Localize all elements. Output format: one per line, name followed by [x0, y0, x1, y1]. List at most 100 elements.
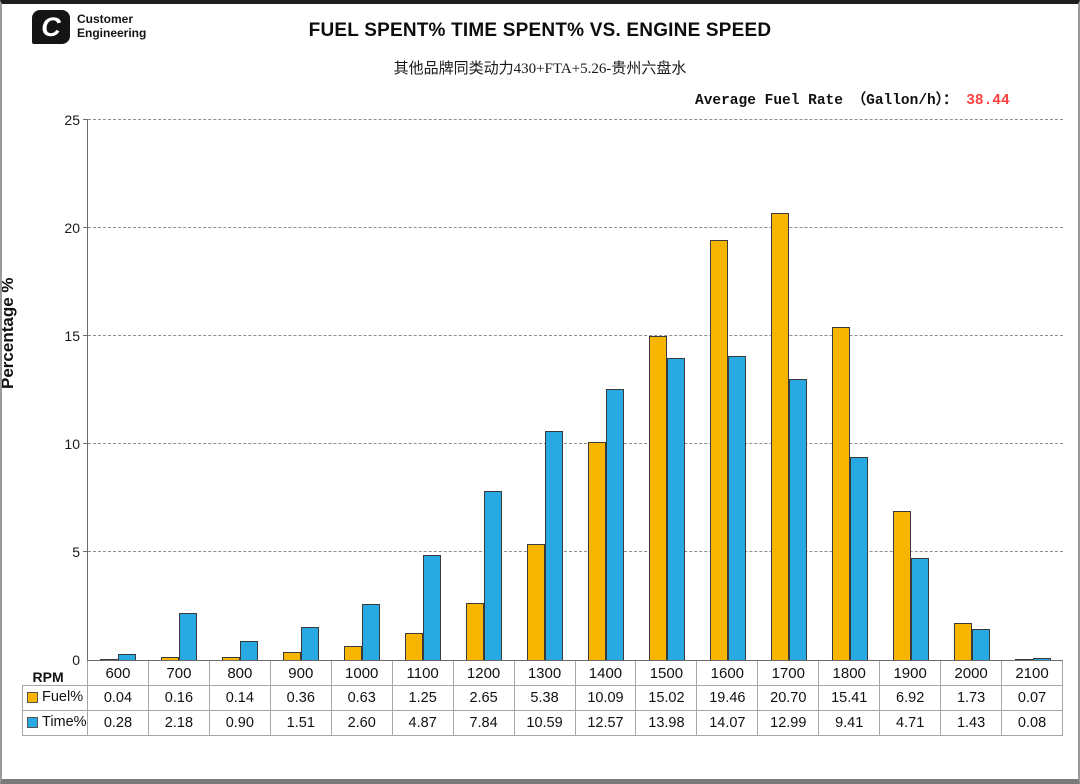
average-fuel-rate: Average Fuel Rate （Gallon/h）： 38.44	[695, 88, 1010, 109]
time-bar-1900	[910, 558, 929, 660]
time-bar-1000	[362, 603, 381, 660]
y-tick-mark-5	[83, 551, 88, 552]
time-value-1400: 12.57	[574, 710, 637, 736]
time-legend-swatch-icon	[27, 716, 38, 728]
time-value-1100: 4.87	[391, 710, 454, 736]
plot-area: 0 5 10 15 20 25	[64, 112, 1063, 668]
time-value-600: 0.28	[87, 710, 149, 736]
x-category-label-1000: 1000	[330, 661, 393, 686]
series-name-label: Fuel%	[42, 689, 84, 706]
time-bar-2000	[971, 629, 990, 660]
average-fuel-rate-value: 38.44	[966, 93, 1010, 109]
fuel-value-1400: 10.09	[574, 685, 637, 711]
time-bar-900	[301, 627, 320, 660]
fuel-legend-swatch-icon	[27, 691, 38, 703]
fuel-bar-1100	[405, 633, 424, 660]
gridline-20	[88, 227, 1063, 228]
y-axis-title: Percentage %	[0, 278, 17, 390]
fuel-bar-1900	[892, 510, 911, 660]
table-row-time: Time% 0.28 2.18 0.90 1.51 2.60 4.87 7.84 10.59 12…	[22, 710, 1063, 736]
time-bar-1500	[666, 358, 685, 660]
y-tick-label-10: 10	[64, 436, 80, 452]
x-category-label-1100: 1100	[391, 661, 454, 686]
fuel-bar-800	[222, 656, 241, 660]
series-row-header-time: Time%	[22, 710, 88, 736]
fuel-value-1100: 1.25	[391, 685, 454, 711]
time-value-1700: 12.99	[757, 710, 820, 736]
time-bar-700	[179, 612, 198, 660]
x-category-label-1200: 1200	[452, 661, 515, 686]
fuel-value-1200: 2.65	[452, 685, 515, 711]
y-tick-mark-25	[83, 119, 88, 120]
time-bar-2100	[1032, 658, 1051, 660]
time-value-1900: 4.71	[879, 710, 942, 736]
time-bar-1400	[605, 388, 624, 660]
x-category-label-1800: 1800	[818, 661, 880, 686]
fuel-bar-1800	[831, 327, 850, 660]
x-category-label-2100: 2100	[1001, 661, 1063, 686]
y-tick-label-5: 5	[72, 544, 80, 560]
gridline-25	[88, 119, 1063, 120]
chart-subtitle: 其他品牌同类动力430+FTA+5.26-贵州六盘水	[393, 61, 687, 77]
x-category-label-1500: 1500	[635, 661, 697, 686]
time-value-2100: 0.08	[1001, 710, 1063, 736]
fuel-bar-1300	[527, 543, 546, 660]
logo-text: Customer Engineering	[77, 12, 147, 41]
cummins-logo: C Customer Engineering	[32, 10, 146, 44]
fuel-bar-1400	[587, 442, 606, 660]
x-category-label-1400: 1400	[574, 661, 636, 686]
logo-text-line1: Customer	[77, 12, 134, 27]
y-tick-mark-10	[83, 443, 88, 444]
fuel-value-1000: 0.63	[330, 685, 393, 711]
x-category-label-1300: 1300	[513, 661, 575, 686]
chart-title: FUEL SPENT% TIME SPENT% VS. ENGINE SPEED	[308, 20, 772, 41]
time-bar-1200	[484, 490, 503, 660]
time-value-1500: 13.98	[635, 710, 698, 736]
fuel-value-1600: 19.46	[696, 685, 759, 711]
time-bar-1700	[788, 379, 807, 660]
time-bar-1600	[727, 356, 746, 660]
time-bar-1300	[545, 431, 564, 660]
time-value-700: 2.18	[147, 710, 210, 736]
fuel-value-600: 0.04	[87, 685, 149, 711]
rpm-corner-label: RPM	[32, 669, 64, 685]
fuel-bar-1700	[770, 212, 789, 660]
time-bar-1100	[423, 554, 442, 660]
time-bar-600	[118, 653, 137, 660]
fuel-value-900: 0.36	[269, 685, 332, 711]
time-value-1800: 9.41	[818, 710, 881, 736]
average-fuel-rate-label: Average Fuel Rate （Gallon/h）：	[695, 93, 967, 109]
x-category-label-2000: 2000	[940, 661, 1002, 686]
time-value-2000: 1.43	[940, 710, 1003, 736]
x-category-label-1600: 1600	[696, 661, 758, 686]
time-value-900: 1.51	[269, 710, 332, 736]
x-category-label-1900: 1900	[879, 661, 941, 686]
y-tick-mark-20	[83, 227, 88, 228]
time-value-800: 0.90	[208, 710, 271, 736]
cummins-c-icon: C	[32, 10, 70, 44]
fuel-value-1800: 15.41	[818, 685, 881, 711]
fuel-bar-1600	[709, 239, 728, 660]
fuel-value-800: 0.14	[208, 685, 271, 711]
fuel-bar-600	[100, 659, 119, 660]
fuel-value-1700: 20.70	[757, 685, 820, 711]
logo-text-line2: Engineering	[77, 26, 147, 40]
time-value-1200: 7.84	[452, 710, 515, 736]
time-bar-1800	[849, 456, 868, 660]
fuel-bar-1200	[466, 602, 485, 660]
fuel-value-2000: 1.73	[940, 685, 1003, 711]
y-tick-label-0: 0	[72, 652, 80, 668]
x-category-label-700: 700	[147, 661, 210, 686]
gridline-15	[88, 335, 1063, 336]
x-category-label-600: 600	[87, 661, 149, 686]
series-name-label: Time%	[42, 714, 87, 731]
gridline-10	[88, 443, 1063, 444]
time-value-1300: 10.59	[513, 710, 576, 736]
fuel-value-2100: 0.07	[1001, 685, 1063, 711]
fuel-bar-1500	[648, 335, 667, 660]
fuel-value-700: 0.16	[147, 685, 210, 711]
fuel-bar-2100	[1014, 658, 1033, 660]
x-category-label-1700: 1700	[757, 661, 819, 686]
data-table: RPM 600 700 800 900 1000 1100 1200 1300 1400 1500 1…	[22, 661, 1063, 736]
